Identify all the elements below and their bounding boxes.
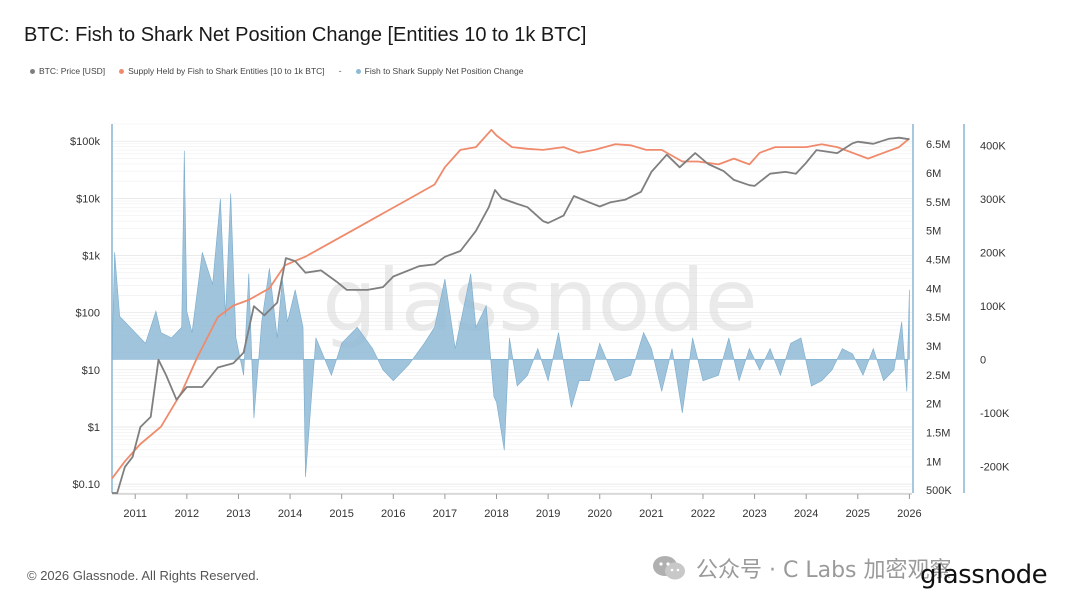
y-middle-tick-label: 3.5M: [926, 312, 950, 324]
x-tick-label: 2026: [897, 508, 921, 520]
y-right-tick-label: 100K: [980, 301, 1006, 313]
x-tick-label: 2025: [846, 508, 870, 520]
legend-item-price[interactable]: BTC: Price [USD]: [30, 66, 105, 76]
y-middle-tick-label: 6.5M: [926, 139, 950, 151]
y-left-tick-label: $100k: [70, 136, 100, 148]
y-left-tick-label: $10k: [76, 193, 100, 205]
x-tick-label: 2022: [691, 508, 715, 520]
y-right-tick-label: -100K: [980, 408, 1010, 420]
copyright-text: © 2026 Glassnode. All Rights Reserved.: [27, 568, 260, 583]
x-tick-label: 2023: [742, 508, 766, 520]
x-tick-label: 2018: [484, 508, 508, 520]
y-right-tick-label: 300K: [980, 194, 1006, 206]
plot-area: [112, 124, 912, 493]
legend-item-supply[interactable]: Supply Held by Fish to Shark Entities [1…: [119, 66, 325, 76]
chart-legend: BTC: Price [USD] Supply Held by Fish to …: [30, 66, 523, 76]
legend-dot-supply: [119, 68, 125, 74]
y-middle-tick-label: 5.5M: [926, 197, 950, 209]
legend-item-net-change[interactable]: Fish to Shark Supply Net Position Change: [355, 66, 524, 76]
legend-dot-net-change: [355, 68, 361, 74]
y-middle-tick-label: 6M: [926, 168, 941, 180]
x-tick-label: 2011: [123, 508, 147, 520]
y-middle-tick-label: 500K: [926, 485, 952, 497]
x-tick-label: 2024: [794, 508, 818, 520]
y-left-tick-label: $1: [88, 422, 100, 434]
y-left-tick-label: $10: [82, 365, 100, 377]
y-middle-tick-label: 4.5M: [926, 254, 950, 266]
y-right-tick-label: 400K: [980, 140, 1006, 152]
legend-label-price: BTC: Price [USD]: [39, 66, 106, 76]
y-middle-tick-label: 4M: [926, 283, 941, 295]
x-tick-label: 2012: [175, 508, 199, 520]
y-left-tick-label: $100: [76, 308, 100, 320]
y-middle-tick-label: 5M: [926, 226, 941, 238]
y-right-tick-label: -200K: [980, 461, 1010, 473]
y-middle-tick-label: 1.5M: [926, 427, 950, 439]
wechat-watermark: 公众号 · C Labs 加密观察: [652, 552, 952, 584]
chart-title: BTC: Fish to Shark Net Position Change […: [24, 24, 587, 46]
y-middle-tick-label: 3M: [926, 341, 941, 353]
legend-label-net-change: Fish to Shark Supply Net Position Change: [364, 66, 524, 76]
y-middle-tick-label: 1M: [926, 456, 941, 468]
x-tick-label: 2015: [329, 508, 353, 520]
y-middle-tick-label: 2M: [926, 399, 941, 411]
legend-label-supply: Supply Held by Fish to Shark Entities [1…: [128, 66, 325, 76]
x-tick-label: 2016: [381, 508, 405, 520]
wechat-watermark-text: 公众号 · C Labs 加密观察: [696, 558, 952, 583]
y-right-tick-label: 0: [980, 354, 986, 366]
series-net-position-area: [111, 150, 910, 478]
x-tick-label: 2017: [433, 508, 457, 520]
y-left-tick-label: $1k: [82, 251, 100, 263]
series-supply-line: [111, 128, 910, 480]
x-tick-label: 2013: [226, 508, 250, 520]
legend-dot-price: [30, 68, 35, 74]
legend-dash: -: [338, 66, 342, 76]
glassnode-logo: glassnode: [920, 560, 1048, 590]
x-tick-label: 2019: [536, 508, 560, 520]
y-right-tick-label: 200K: [980, 247, 1006, 259]
wechat-icon: [653, 556, 685, 580]
x-tick-label: 2021: [639, 508, 663, 520]
y-left-tick-label: $0.10: [72, 479, 100, 491]
y-middle-tick-label: 2.5M: [926, 370, 950, 382]
series-price-line: [112, 136, 910, 494]
x-tick-label: 2014: [278, 508, 302, 520]
x-tick-label: 2020: [587, 508, 611, 520]
legend-item-separator: -: [339, 66, 342, 76]
chart-watermark: glassnode: [322, 251, 757, 351]
